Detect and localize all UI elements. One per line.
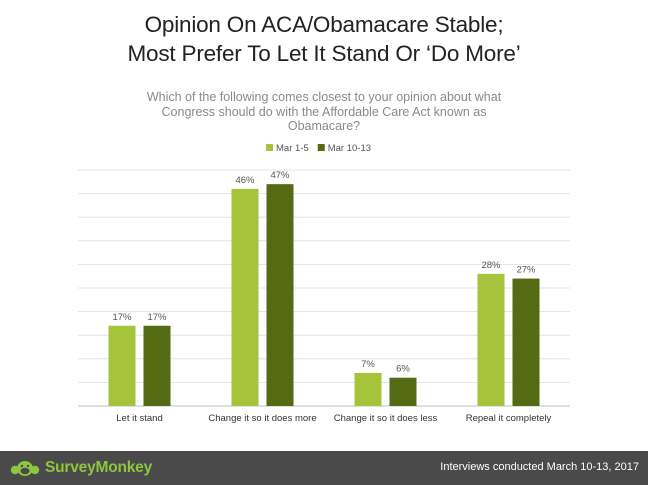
data-label: 17% xyxy=(147,312,167,323)
data-label: 7% xyxy=(361,359,375,370)
interview-dates-note: Interviews conducted March 10-13, 2017 xyxy=(440,461,639,473)
data-label: 28% xyxy=(481,260,501,271)
data-label: 47% xyxy=(270,170,290,181)
bar xyxy=(512,278,540,406)
legend-label: Mar 10-13 xyxy=(328,143,371,154)
title-line-2: Most Prefer To Let It Stand Or ‘Do More’ xyxy=(127,41,521,66)
bar xyxy=(143,325,171,406)
bar xyxy=(389,377,417,406)
surveymonkey-logo: SurveyMonkey xyxy=(10,456,152,480)
data-label: 17% xyxy=(112,312,132,323)
question-line-3: Obamacare? xyxy=(287,119,361,133)
bar xyxy=(108,325,136,406)
question-line-1: Which of the following comes closest to … xyxy=(146,90,502,104)
data-label: 27% xyxy=(516,265,536,276)
chart-title: Opinion On ACA/Obamacare Stable; Most Pr… xyxy=(0,10,648,68)
category-label: Change it so it does less xyxy=(334,413,438,424)
category-label: Let it stand xyxy=(116,413,162,424)
legend-swatch xyxy=(266,144,273,151)
surveymonkey-logo-icon xyxy=(10,461,40,476)
data-label: 6% xyxy=(396,364,410,375)
legend-label: Mar 1-5 xyxy=(276,143,309,154)
data-label: 46% xyxy=(235,175,255,186)
survey-question: Which of the following comes closest to … xyxy=(110,90,538,134)
brand-name: SurveyMonkey xyxy=(45,459,153,476)
legend: Mar 1-5 Mar 10-13 xyxy=(266,143,371,154)
category-label: Change it so it does more xyxy=(208,413,316,424)
bars xyxy=(108,184,540,406)
question-line-2: Congress should do with the Affordable C… xyxy=(161,104,487,119)
category-label: Repeal it completely xyxy=(466,413,552,424)
title-line-1: Opinion On ACA/Obamacare Stable; xyxy=(144,12,504,37)
bar xyxy=(354,372,382,406)
bar-chart: 17% 17% 46% 47% 7% 6% 28% 27% Let it stand Chang… xyxy=(78,143,570,424)
data-labels: 17% 17% 46% 47% 7% 6% 28% 27% xyxy=(112,170,536,375)
bar xyxy=(477,273,505,406)
bar xyxy=(231,188,259,406)
bar xyxy=(266,184,294,406)
footer-bar: SurveyMonkey Interviews conducted March … xyxy=(0,451,648,485)
category-labels: Let it stand Change it so it does more Cha… xyxy=(116,413,551,424)
legend-swatch xyxy=(317,144,325,151)
